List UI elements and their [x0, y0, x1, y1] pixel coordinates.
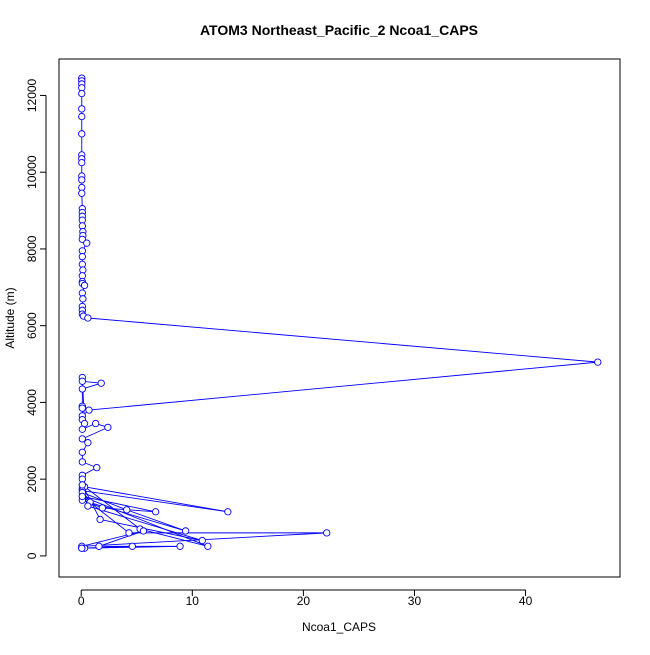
y-tick-label: 6000	[25, 312, 39, 339]
y-tick-label: 8000	[25, 235, 39, 262]
data-point	[83, 239, 91, 247]
data-point	[224, 508, 232, 516]
series-line-segment	[82, 484, 141, 530]
y-tick-label: 4000	[25, 389, 39, 416]
series-points	[78, 74, 602, 552]
data-point	[78, 404, 86, 412]
data-point	[176, 542, 184, 550]
data-point	[80, 281, 89, 290]
data-point	[204, 542, 212, 550]
data-point	[96, 515, 104, 524]
series-line-segment	[82, 490, 228, 513]
data-point	[92, 419, 100, 428]
data-point	[78, 458, 86, 466]
data-point	[78, 158, 86, 167]
data-point	[84, 502, 92, 510]
plot-frame	[58, 58, 621, 578]
series-line-segment	[87, 505, 203, 541]
data-point	[84, 314, 92, 322]
data-point	[78, 252, 86, 261]
x-axis: 0 10 20 30 40	[78, 589, 533, 608]
series-line-segment	[98, 530, 144, 547]
x-tick-label: 10	[186, 594, 200, 608]
series-line-segment	[84, 486, 228, 513]
data-point	[78, 492, 86, 501]
data-point	[125, 529, 133, 537]
data-point	[78, 105, 86, 113]
data-point	[98, 504, 106, 512]
y-axis: 0 2000 4000 6000 8000 10000 12000	[25, 78, 47, 559]
y-tick-label: 0	[25, 552, 39, 559]
series-line-segment	[81, 530, 144, 547]
data-point	[78, 425, 86, 433]
chart-title: ATOM3 Northeast_Pacific_2 Ncoa1_CAPS	[200, 22, 478, 38]
y-tick-label: 10000	[25, 155, 39, 189]
data-point	[594, 358, 602, 366]
series-line-segment	[87, 317, 598, 363]
data-point	[78, 544, 86, 552]
x-axis-label: Ncoa1_CAPS	[302, 620, 376, 634]
y-tick-label: 12000	[25, 78, 39, 112]
data-point	[151, 508, 160, 516]
data-point	[181, 527, 190, 535]
x-tick-label: 20	[297, 594, 311, 608]
data-point	[95, 542, 103, 550]
data-point	[79, 295, 87, 303]
data-point	[93, 463, 101, 472]
data-point	[84, 439, 92, 447]
data-point	[78, 435, 86, 443]
data-point	[128, 542, 136, 550]
y-axis-label: Altitude (m)	[3, 287, 17, 348]
data-point	[97, 379, 105, 387]
data-point	[78, 176, 86, 184]
data-point	[78, 377, 86, 385]
x-tick-label: 40	[519, 594, 533, 608]
data-point	[139, 527, 148, 535]
data-series	[78, 74, 602, 552]
series-line-segment	[82, 495, 156, 513]
data-point	[78, 385, 86, 393]
y-tick-label: 2000	[25, 465, 39, 492]
data-point	[78, 481, 86, 489]
x-tick-label: 30	[408, 594, 422, 608]
data-point	[198, 536, 206, 545]
series-line-segment	[88, 361, 598, 411]
data-point	[78, 89, 86, 98]
data-point	[78, 130, 86, 138]
series-line-segment	[126, 509, 186, 532]
data-point	[323, 529, 331, 537]
x-tick-label: 0	[78, 594, 85, 608]
series-line-segment	[81, 545, 133, 549]
series-line-segment	[139, 528, 208, 547]
data-point	[78, 448, 86, 456]
data-point	[78, 189, 86, 197]
data-point	[104, 423, 112, 432]
series-line-segment	[82, 499, 186, 532]
series-line-segment	[82, 492, 127, 511]
data-point	[78, 112, 86, 121]
data-point	[123, 506, 131, 514]
series-line-segment	[82, 426, 109, 440]
data-point	[85, 406, 93, 414]
